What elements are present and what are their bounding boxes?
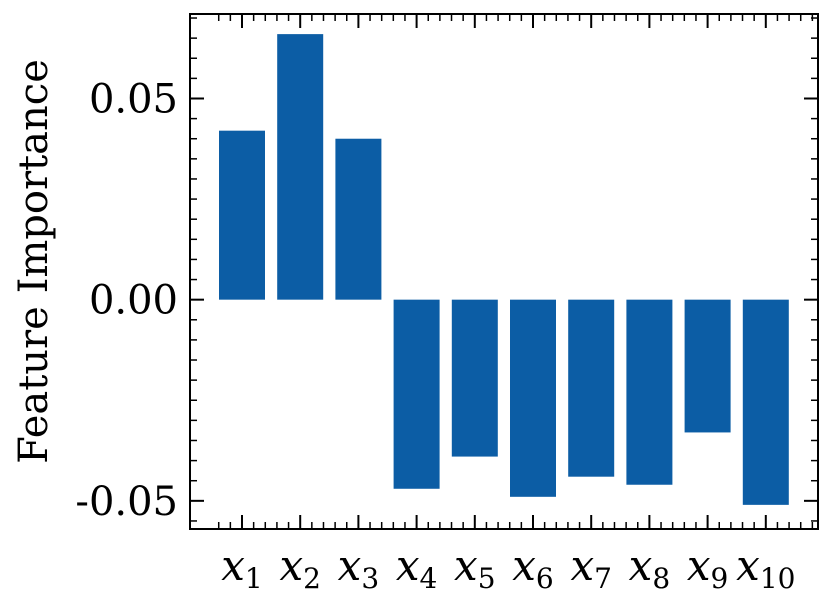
bar-x3 <box>335 138 382 300</box>
x-tick-label: x6 <box>512 541 554 595</box>
x-tick-label: x10 <box>736 541 795 595</box>
x-tick-label: x9 <box>687 541 729 595</box>
bar-x9 <box>684 299 731 433</box>
y-tick-label: 0.00 <box>89 278 178 324</box>
bar-x7 <box>568 299 615 477</box>
bar-x6 <box>510 299 556 497</box>
ticks-group <box>190 14 818 529</box>
bar-x10 <box>742 299 789 505</box>
bar-x2 <box>277 34 324 300</box>
plot-frame <box>189 13 819 530</box>
x-tick-label: x7 <box>570 541 612 595</box>
y-tick-label: -0.05 <box>75 479 178 525</box>
y-tick-label: 0.05 <box>89 76 178 122</box>
bar-x5 <box>451 299 498 457</box>
x-tick-label: x8 <box>629 541 671 595</box>
y-tick-labels: -0.05 0.00 0.05 <box>75 76 178 524</box>
bar-x1 <box>219 130 265 300</box>
x-tick-label: x1 <box>221 541 263 595</box>
bar-x4 <box>393 299 440 489</box>
bar-x8 <box>626 299 673 485</box>
x-tick-label: x3 <box>338 541 380 595</box>
x-tick-label: x4 <box>396 541 438 595</box>
bars-group <box>219 34 789 505</box>
x-tick-label: x5 <box>454 541 496 595</box>
x-tick-label: x2 <box>279 541 321 595</box>
x-tick-labels: x1 x2 x3 x4 x5 x6 x7 x8 x9 x10 <box>221 541 795 595</box>
y-axis-label: Feature Importance <box>11 59 57 464</box>
